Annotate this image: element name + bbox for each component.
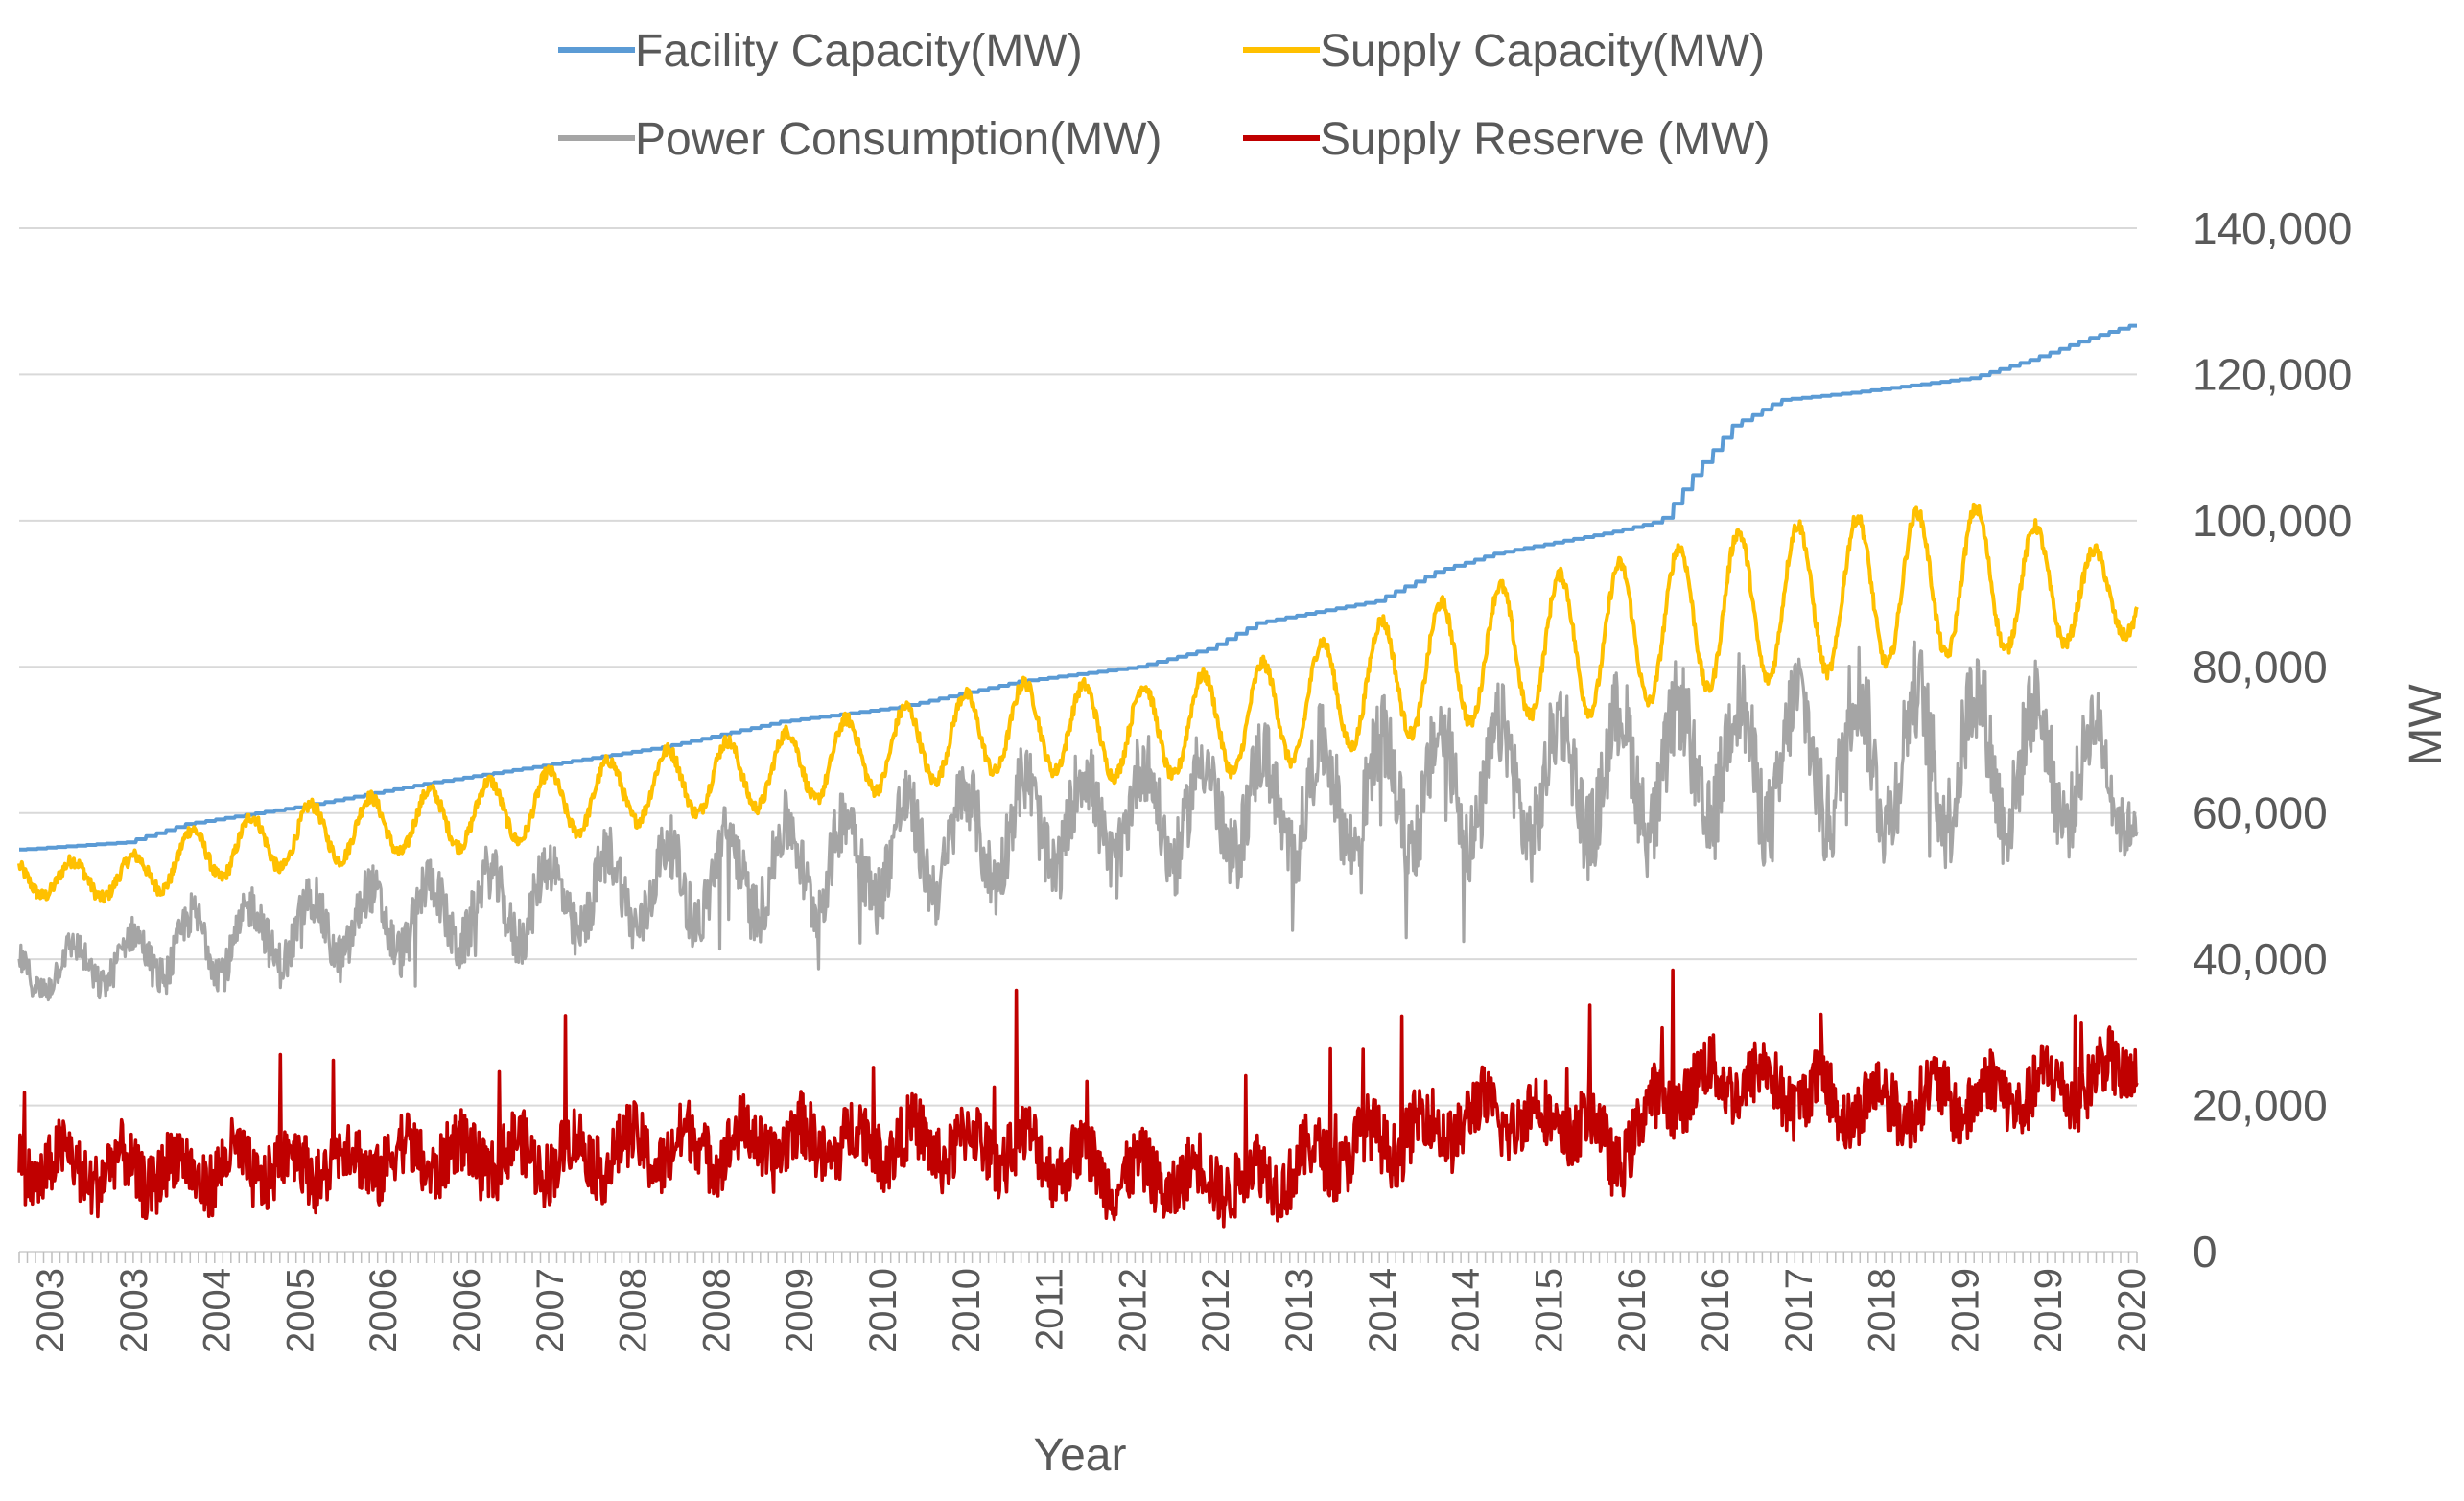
x-tick-label: 2003 xyxy=(30,1268,72,1353)
axes: 0 20,000 40,000 60,000 80,000 100,000 120,000 1… xyxy=(18,203,2352,1353)
x-tick-label: 2008 xyxy=(613,1268,655,1353)
y-tick-label: 20,000 xyxy=(2193,1081,2328,1131)
gridlines xyxy=(19,227,2137,1107)
x-axis-title: Year xyxy=(1034,1430,1127,1481)
x-tick-label: 2006 xyxy=(363,1268,405,1353)
x-tick-label: 2012 xyxy=(1112,1268,1154,1353)
x-tick-label: 2007 xyxy=(529,1268,572,1353)
x-tick-label: 2006 xyxy=(446,1268,488,1353)
x-tick-label: 2008 xyxy=(695,1268,738,1353)
x-tick-label: 2005 xyxy=(279,1268,321,1353)
x-tick-label: 2020 xyxy=(2111,1268,2153,1353)
y-tick-label: 0 xyxy=(2193,1227,2218,1277)
x-tick-label: 2010 xyxy=(946,1268,988,1353)
x-tick-label: 2018 xyxy=(1862,1268,1904,1353)
y-tick-label: 100,000 xyxy=(2193,496,2352,546)
x-tick-label: 2016 xyxy=(1611,1268,1654,1353)
x-tick-label: 2016 xyxy=(1695,1268,1737,1353)
x-tick-label: 2012 xyxy=(1195,1268,1237,1353)
y-tick-label: 60,000 xyxy=(2193,788,2328,838)
x-tick-label: 2011 xyxy=(1029,1268,1071,1350)
y-axis-title: MW xyxy=(2401,684,2452,766)
x-tick-label: 2013 xyxy=(1279,1268,1321,1353)
series-line-reserve xyxy=(17,968,2139,1229)
x-tick-label: 2009 xyxy=(779,1268,821,1353)
y-tick-label: 140,000 xyxy=(2193,203,2352,253)
x-tick-label: 2014 xyxy=(1445,1268,1488,1353)
legend: Facility Capacity(MW) Supply Capacity(MW… xyxy=(558,26,1770,165)
legend-label-consumption: Power Consumption(MW) xyxy=(635,114,1162,165)
y-tick-label: 80,000 xyxy=(2193,642,2328,692)
series-layer xyxy=(17,323,2139,1229)
x-minor-ticks xyxy=(18,1252,2138,1263)
x-tick-label: 2010 xyxy=(862,1268,904,1353)
x-tick-label: 2019 xyxy=(1944,1268,1986,1353)
x-tick-label: 2014 xyxy=(1362,1268,1404,1353)
legend-label-supply: Supply Capacity(MW) xyxy=(1320,26,1765,77)
y-tick-label: 120,000 xyxy=(2193,349,2352,399)
legend-label-reserve: Supply Reserve (MW) xyxy=(1320,114,1770,165)
y-tick-label: 40,000 xyxy=(2193,934,2328,984)
legend-label-facility: Facility Capacity(MW) xyxy=(635,26,1083,77)
x-tick-label: 2004 xyxy=(197,1268,239,1353)
x-tick-label: 2019 xyxy=(2028,1268,2070,1353)
series-line-supply xyxy=(17,502,2139,904)
series-line-consumption xyxy=(17,640,2139,1002)
x-tick-label: 2017 xyxy=(1778,1268,1820,1353)
x-tick-label: 2015 xyxy=(1528,1268,1570,1353)
x-tick-label: 2003 xyxy=(113,1268,155,1353)
